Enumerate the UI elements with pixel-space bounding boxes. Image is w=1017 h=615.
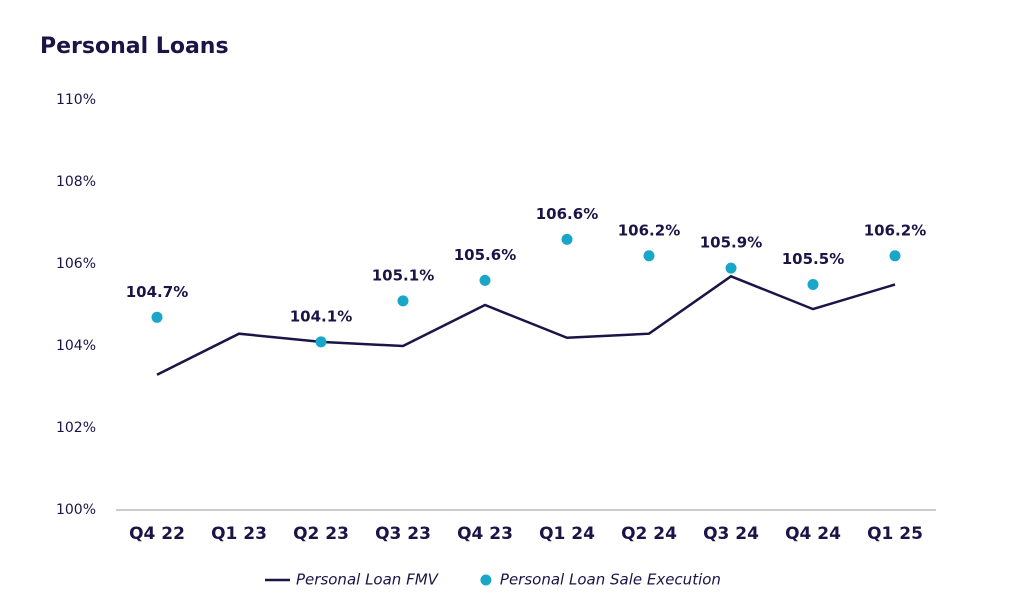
x-tick-label: Q3 23 — [375, 524, 431, 544]
dot — [479, 274, 491, 286]
x-tick-label: Q4 22 — [129, 524, 185, 544]
data-label: 106.6% — [536, 205, 598, 223]
x-tick-label: Q1 25 — [867, 524, 923, 544]
data-label: 104.1% — [290, 307, 352, 325]
dot — [807, 279, 819, 290]
x-tick-label: Q1 24 — [539, 524, 595, 544]
y-tick-label: 102% — [56, 420, 96, 436]
x-tick-label: Q1 23 — [211, 524, 267, 544]
data-label: 105.9% — [700, 234, 762, 252]
legend-label: Personal Loan Sale Execution — [500, 571, 721, 589]
y-tick-label: 100% — [56, 502, 96, 518]
dot — [151, 311, 163, 323]
x-tick-label: Q3 24 — [703, 524, 759, 544]
data-label: 105.1% — [372, 266, 434, 284]
data-label: 106.2% — [618, 221, 680, 239]
y-tick-label: 110% — [56, 92, 96, 108]
data-label: 105.5% — [782, 250, 844, 268]
data-label: 105.6% — [454, 246, 516, 264]
dot — [889, 250, 901, 262]
dot — [315, 336, 327, 348]
dot — [725, 262, 737, 274]
y-tick-label: 108% — [56, 174, 96, 190]
y-tick-label: 104% — [56, 338, 96, 354]
x-tick-label: Q4 23 — [457, 524, 513, 544]
data-label: 106.2% — [864, 221, 926, 239]
line — [156, 274, 896, 376]
dot — [561, 233, 573, 245]
dot — [397, 295, 409, 307]
legend-label: Personal Loan FMV — [296, 571, 440, 589]
dot — [643, 250, 655, 262]
data-label: 104.7% — [126, 283, 188, 301]
x-tick-label: Q4 24 — [785, 524, 841, 544]
legend-marker — [480, 574, 492, 586]
chart-title: Personal Loans — [40, 34, 229, 59]
x-tick-label: Q2 24 — [621, 524, 677, 544]
x-tick-label: Q2 23 — [293, 524, 349, 544]
y-tick-label: 106% — [56, 256, 96, 272]
